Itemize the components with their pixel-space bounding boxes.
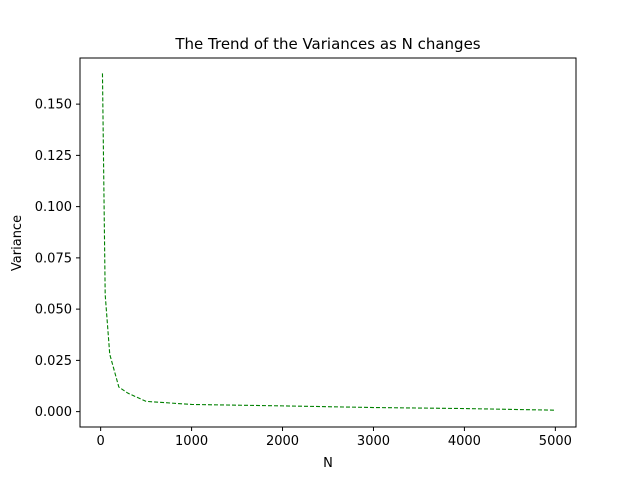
- x-tick-label: 1000: [175, 434, 208, 449]
- x-tick-label: 3000: [357, 434, 390, 449]
- plot-frame: [79, 57, 577, 428]
- y-axis-label: Variance: [10, 215, 25, 271]
- y-tick-label: 0.075: [35, 251, 72, 266]
- y-tick-label: 0.025: [35, 354, 72, 369]
- x-tick-label: 2000: [266, 434, 299, 449]
- y-tick-label: 0.000: [35, 405, 72, 420]
- x-tick-label: 4000: [448, 434, 481, 449]
- y-tick-label: 0.050: [35, 303, 72, 318]
- y-tick-label: 0.125: [35, 149, 72, 164]
- x-tick-label: 5000: [539, 434, 572, 449]
- x-axis-label: N: [323, 456, 333, 471]
- x-tick-label: 0: [97, 434, 105, 449]
- y-tick-label: 0.150: [35, 98, 72, 113]
- series-line: [101, 73, 556, 411]
- chart-title: The Trend of the Variances as N changes: [174, 35, 480, 53]
- y-tick-label: 0.100: [35, 200, 72, 215]
